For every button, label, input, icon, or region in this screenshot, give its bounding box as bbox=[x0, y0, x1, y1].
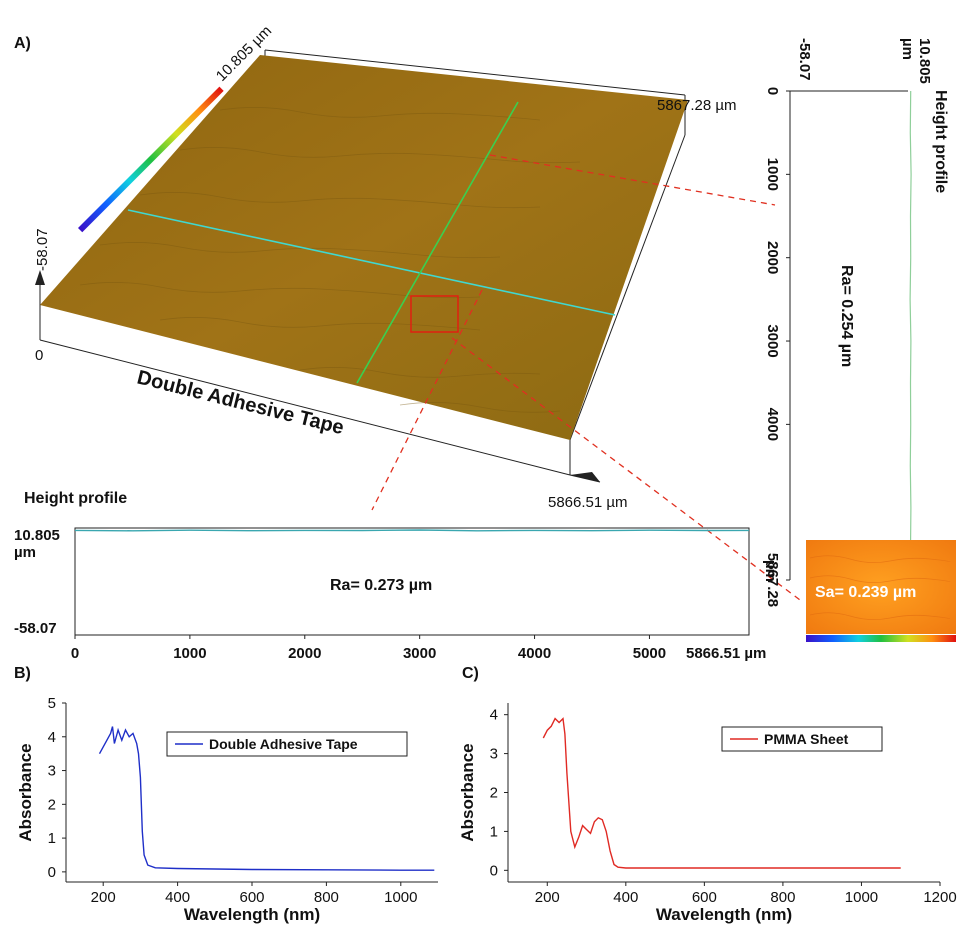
sa-inset-colorbar bbox=[806, 635, 956, 642]
v-profile-tick-label-0: 0 bbox=[764, 87, 781, 95]
x-tick-label-0: 200 bbox=[91, 889, 116, 906]
series-line bbox=[98, 726, 435, 871]
x-tick-label-4: 1000 bbox=[845, 889, 878, 906]
chart-c: 200 400 600 800 1000 1200 0 1 2 3 4 Wavelength (nm)… bbox=[458, 703, 957, 924]
z-axis-arrowhead bbox=[35, 270, 45, 285]
x-axis-label: Wavelength (nm) bbox=[184, 905, 320, 924]
x-tick-label-5: 1200 bbox=[923, 889, 956, 906]
x-axis-label: Wavelength (nm) bbox=[656, 905, 792, 924]
y-tick-label-1: 1 bbox=[48, 830, 56, 847]
v-profile-tick-label-2: 2000 bbox=[764, 241, 781, 274]
colorbar bbox=[78, 86, 224, 233]
v-profile-tick-label-5: 5867.28 bbox=[764, 553, 781, 607]
surface-x-profile-line bbox=[127, 209, 616, 316]
x-tick-label-2: 600 bbox=[239, 889, 264, 906]
v-profile-line bbox=[909, 90, 912, 581]
panel-label-a: A) bbox=[14, 35, 31, 52]
x-tick-label-2: 600 bbox=[692, 889, 717, 906]
y-extent-label: 5867.28 µm bbox=[657, 97, 737, 114]
h-profile-tick-label-1: 1000 bbox=[173, 645, 206, 662]
panel-label-b: B) bbox=[14, 665, 31, 682]
h-profile-tick-label-0: 0 bbox=[71, 645, 79, 662]
y-tick-label-1: 1 bbox=[490, 823, 498, 840]
y-tick-label-2: 2 bbox=[490, 785, 498, 802]
legend-box bbox=[166, 731, 408, 757]
h-profile-tick-label-3: 3000 bbox=[403, 645, 436, 662]
surface-map bbox=[40, 55, 688, 440]
v-profile-unit-label: µm bbox=[899, 38, 916, 60]
y-axis-label: Absorbance bbox=[458, 743, 477, 841]
y-axis-label: Absorbance bbox=[16, 743, 35, 841]
v-profile-bottom-label: -58.07 bbox=[796, 38, 813, 81]
v-profile-top-label: 10.805 bbox=[916, 38, 933, 84]
y-tick-label-3: 3 bbox=[48, 763, 56, 780]
sample-label: Double Adhesive Tape bbox=[135, 367, 346, 440]
h-profile-top-label: 10.805 bbox=[14, 527, 60, 544]
inset-region-box bbox=[410, 295, 459, 333]
v-profile-ra-text: Ra= 0.254 µm bbox=[838, 265, 855, 367]
h-profile-x-end-label: 5866.51 µm bbox=[686, 645, 766, 662]
v-profile-tick-label-3: 3000 bbox=[764, 324, 781, 357]
x-tick-label-1: 400 bbox=[613, 889, 638, 906]
origin-label: 0 bbox=[35, 347, 43, 364]
y-tick-label-0: 0 bbox=[48, 864, 56, 881]
chart-b: 200 400 600 800 1000 0 1 2 3 4 5 Wavelength (nm) Abs… bbox=[16, 695, 438, 924]
panel-label-c: C) bbox=[462, 665, 479, 682]
y-tick-label-5: 5 bbox=[48, 695, 56, 712]
x-axis-arrowhead bbox=[570, 472, 600, 482]
y-tick-label-4: 4 bbox=[48, 729, 56, 746]
y-tick-label-0: 0 bbox=[490, 862, 498, 879]
h-profile-unit-label: µm bbox=[14, 544, 36, 561]
y-tick-label-2: 2 bbox=[48, 796, 56, 813]
v-profile-end-unit: µm bbox=[762, 560, 779, 582]
connector-lines bbox=[371, 154, 801, 601]
sa-inset-text: Sa= 0.239 µm bbox=[815, 584, 916, 601]
colorbar-min-label: -58.07 bbox=[34, 228, 51, 271]
series-line bbox=[542, 717, 901, 869]
legend-label: Double Adhesive Tape bbox=[209, 736, 358, 752]
legend-label: PMMA Sheet bbox=[764, 731, 849, 747]
v-profile-title: Height profile bbox=[932, 90, 949, 193]
x-tick-label-3: 800 bbox=[770, 889, 795, 906]
x-tick-label-3: 800 bbox=[314, 889, 339, 906]
x-tick-label-0: 200 bbox=[535, 889, 560, 906]
y-tick-label-3: 3 bbox=[490, 746, 498, 763]
h-profile-plot: 0 1000 2000 3000 4000 5000 bbox=[71, 529, 750, 662]
h-profile-line bbox=[74, 529, 750, 532]
h-profile-title: Height profile bbox=[24, 490, 127, 507]
v-profile-plot: 0 1000 2000 3000 4000 5867.28 bbox=[764, 87, 912, 607]
surface-y-profile-line bbox=[356, 101, 519, 384]
y-tick-label-4: 4 bbox=[490, 707, 498, 724]
h-profile-tick-label-2: 2000 bbox=[288, 645, 321, 662]
h-profile-bottom-label: -58.07 bbox=[14, 620, 57, 637]
h-profile-frame bbox=[74, 527, 750, 636]
x-tick-label-1: 400 bbox=[165, 889, 190, 906]
sa-inset-texture bbox=[809, 555, 951, 620]
v-profile-tick-label-4: 4000 bbox=[764, 408, 781, 441]
h-profile-tick-label-4: 4000 bbox=[518, 645, 551, 662]
v-profile-tick-label-1: 1000 bbox=[764, 158, 781, 191]
h-profile-tick-label-5: 5000 bbox=[633, 645, 666, 662]
x-tick-label-4: 1000 bbox=[384, 889, 417, 906]
h-profile-ra-text: Ra= 0.273 µm bbox=[330, 577, 432, 594]
x-extent-label: 5866.51 µm bbox=[548, 494, 628, 511]
